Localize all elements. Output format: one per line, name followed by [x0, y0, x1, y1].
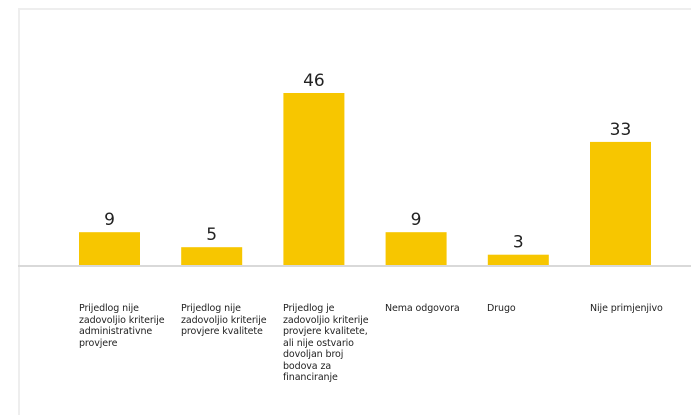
- category-label-4: Nema odgovora: [385, 303, 460, 314]
- category-label-3: Prijedlog je zadovoljio kriterije provje…: [283, 303, 369, 383]
- value-label-5: 3: [513, 233, 524, 253]
- category-label-6: Nije primjenjivo: [590, 303, 663, 314]
- category-label-2: Prijedlog nije zadovoljio kriterije prov…: [181, 303, 267, 337]
- value-label-3: 46: [303, 71, 325, 91]
- category-label-1: Prijedlog nije zadovoljio kriterije admi…: [79, 303, 165, 349]
- bar-3: [283, 93, 345, 266]
- chart-frame: [18, 8, 691, 415]
- bar-5: [487, 254, 549, 266]
- bar-2: [181, 247, 243, 266]
- bar-1: [79, 232, 140, 266]
- category-label-5: Drugo: [487, 303, 516, 314]
- value-label-2: 5: [206, 225, 217, 245]
- bar-4: [385, 232, 447, 266]
- value-label-1: 9: [104, 210, 115, 230]
- value-label-4: 9: [411, 210, 422, 230]
- bar-6: [590, 141, 651, 266]
- value-label-6: 33: [610, 120, 632, 140]
